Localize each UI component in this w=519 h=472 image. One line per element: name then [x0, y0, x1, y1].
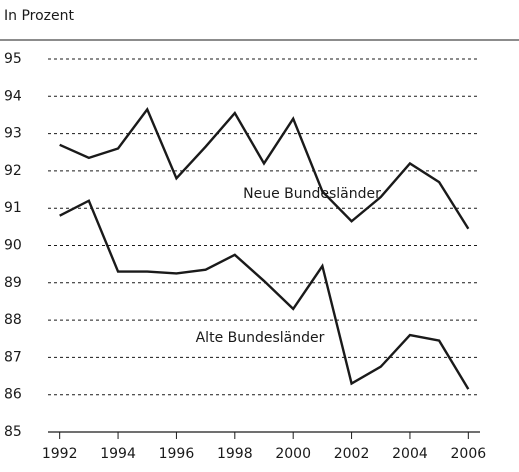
x-tick-label: 2004 [392, 446, 428, 462]
x-tick-label: 1992 [42, 446, 78, 462]
x-tick-label: 2002 [334, 446, 370, 462]
y-tick-label: 89 [4, 275, 22, 291]
annotation: Neue Bundesländer [243, 186, 381, 202]
y-tick-label: 86 [4, 387, 22, 403]
series-line [59, 199, 470, 390]
x-tick-label: 2000 [275, 446, 311, 462]
y-tick-label: 90 [4, 238, 22, 254]
x-tick-label: 1998 [217, 446, 253, 462]
x-tick-label: 2006 [451, 446, 487, 462]
y-tick-label: 94 [4, 88, 22, 104]
y-tick-label: 91 [4, 200, 22, 216]
x-tick-label: 1996 [159, 446, 195, 462]
annotation: Alte Bundesländer [196, 330, 325, 346]
y-tick-label: 87 [4, 349, 22, 365]
x-tick-label: 1994 [100, 446, 136, 462]
y-tick-label: 92 [4, 163, 22, 179]
chart-title: In Prozent [4, 8, 74, 24]
y-tick-label: 88 [4, 312, 22, 328]
y-tick-label: 93 [4, 126, 22, 142]
y-tick-label: 85 [4, 424, 22, 440]
series-line [59, 106, 470, 230]
y-tick-label: 95 [4, 51, 22, 67]
